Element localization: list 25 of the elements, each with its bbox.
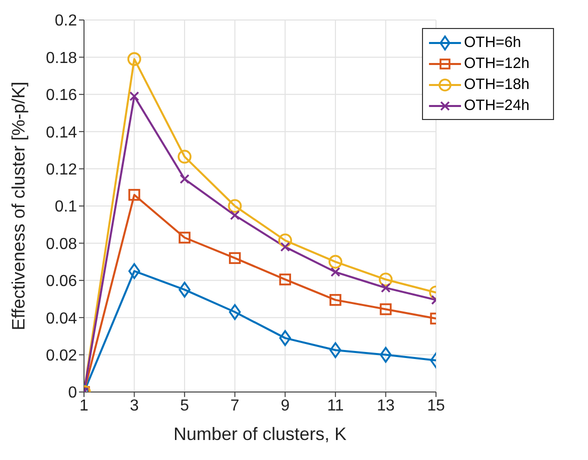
y-tick-label: 0 (68, 384, 78, 402)
x-tick-label: 7 (230, 397, 240, 414)
x-tick-label: 5 (180, 397, 190, 414)
legend-label: OTH=18h (464, 76, 530, 93)
y-tick-label: 0.18 (46, 50, 78, 67)
x-tick-label: 13 (376, 397, 395, 414)
legend-label: OTH=6h (464, 34, 522, 51)
y-axis-title: Effectiveness of cluster [%-p/K] (8, 82, 28, 330)
y-tick-label: 0.1 (54, 198, 78, 216)
x-tick-label: 9 (280, 397, 290, 414)
y-tick-label: 0.14 (46, 124, 78, 142)
x-tick-label: 11 (327, 397, 344, 414)
y-tick-label: 0.2 (54, 12, 78, 30)
x-axis-title: Number of clusters, K (173, 424, 347, 444)
y-tick-label: 0.02 (46, 347, 78, 364)
y-tick-label: 0.08 (46, 236, 78, 253)
x-tick-label: 15 (427, 397, 445, 414)
x-tick-label: 3 (130, 397, 139, 414)
legend-label: OTH=24h (464, 97, 530, 114)
y-tick-label: 0.06 (46, 273, 78, 290)
y-tick-label: 0.16 (46, 87, 78, 104)
y-tick-label: 0.04 (46, 310, 78, 328)
legend-label: OTH=12h (464, 55, 530, 72)
y-tick-label: 0.12 (46, 161, 78, 178)
x-tick-label: 1 (80, 397, 89, 414)
